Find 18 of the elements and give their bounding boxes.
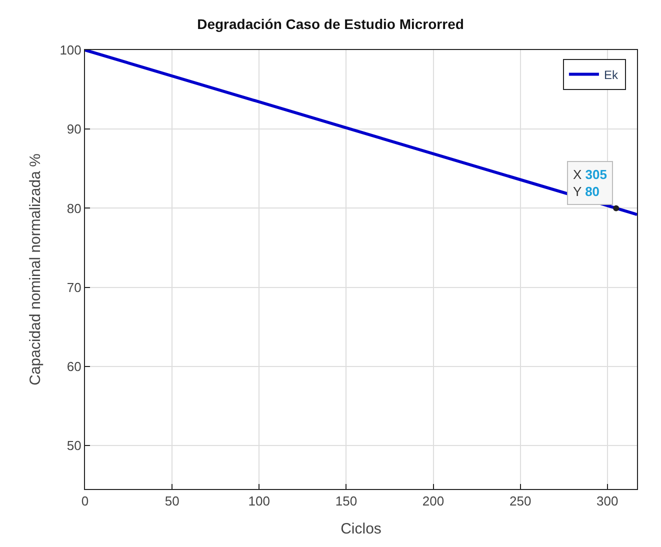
y-axis-title: Capacidad nominal normalizada % [26,154,44,386]
y-tick-label: 70 [66,280,82,295]
x-tick-label: 100 [248,494,270,509]
x-tick-label: 250 [509,494,532,509]
y-tick-label: 100 [60,42,82,58]
x-tick-label: 200 [422,494,444,509]
y-tick-label: 90 [66,122,82,137]
y-tick-label: 60 [66,358,82,374]
x-tick-label: 300 [596,494,618,509]
annotation: X 305 Y 80 [573,167,607,199]
y-tick-label: 50 [66,438,82,454]
x-tick-label: 150 [335,494,358,509]
y-tick-label: 80 [66,200,82,216]
x-axis-title: Ciclos [340,520,382,538]
x-tick-label: 50 [164,494,180,509]
x-tick-label: 0 [81,494,89,509]
chart-title: Degradación Caso de Estudio Microrred [197,16,464,32]
legend-label: Ek [604,68,619,82]
